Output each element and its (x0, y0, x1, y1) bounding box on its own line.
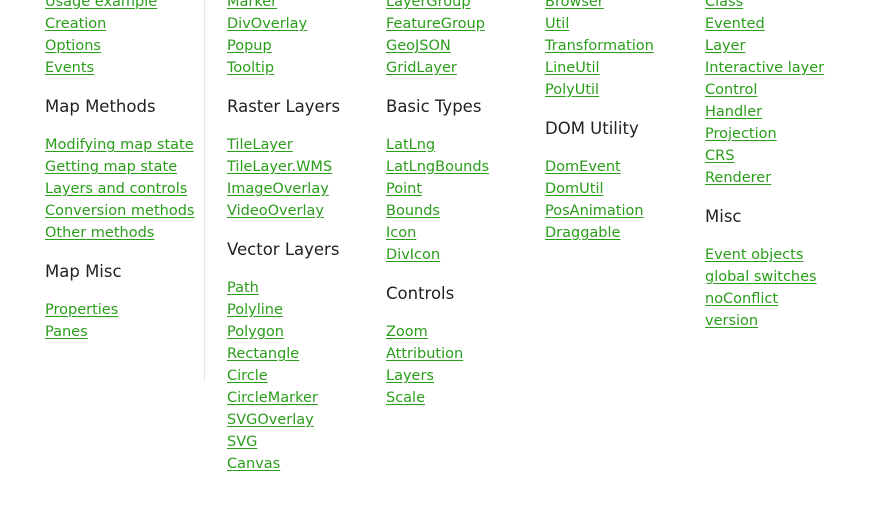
nav-link-circlemarker[interactable]: CircleMarker (227, 390, 318, 406)
nav-link-icon[interactable]: Icon (386, 225, 417, 241)
nav-link-class[interactable]: Class (705, 0, 744, 10)
nav-link-svgoverlay[interactable]: SVGOverlay (227, 412, 314, 428)
nav-link-polyutil[interactable]: PolyUtil (545, 82, 600, 98)
nav-link-latlngbounds[interactable]: LatLngBounds (386, 159, 490, 175)
nav-link-divoverlay[interactable]: DivOverlay (227, 16, 308, 32)
nav-link-panes[interactable]: Panes (45, 324, 88, 340)
nav-link-latlng[interactable]: LatLng (386, 137, 436, 153)
nav-link-tilelayer[interactable]: TileLayer (227, 137, 293, 153)
nav-link-posanimation[interactable]: PosAnimation (545, 203, 644, 219)
nav-link-handler[interactable]: Handler (705, 104, 763, 120)
nav-link-modifying-map-state[interactable]: Modifying map state (45, 137, 194, 153)
nav-link-projection[interactable]: Projection (705, 126, 777, 142)
nav-link-layers[interactable]: Layers (386, 368, 434, 384)
nav-link-getting-map-state[interactable]: Getting map state (45, 159, 178, 175)
nav-link-lineutil[interactable]: LineUtil (545, 60, 600, 76)
nav-link-gridlayer[interactable]: GridLayer (386, 60, 457, 76)
nav-link-path[interactable]: Path (227, 280, 259, 296)
section-heading-controls: Controls (386, 284, 455, 303)
nav-link-bounds[interactable]: Bounds (386, 203, 440, 219)
nav-link-scale[interactable]: Scale (386, 390, 426, 406)
nav-link-creation[interactable]: Creation (45, 16, 107, 32)
nav-link-transformation[interactable]: Transformation (545, 38, 654, 54)
nav-link-circle[interactable]: Circle (227, 368, 268, 384)
nav-link-featuregroup[interactable]: FeatureGroup (386, 16, 485, 32)
nav-link-global-switches[interactable]: global switches (705, 269, 817, 285)
nav-link-attribution[interactable]: Attribution (386, 346, 464, 362)
nav-link-other-methods[interactable]: Other methods (45, 225, 155, 241)
nav-link-options[interactable]: Options (45, 38, 101, 54)
nav-link-videooverlay[interactable]: VideoOverlay (227, 203, 324, 219)
nav-link-renderer[interactable]: Renderer (705, 170, 772, 186)
nav-link-event-objects[interactable]: Event objects (705, 247, 804, 263)
nav-link-point[interactable]: Point (386, 181, 423, 197)
section-heading-basic-types: Basic Types (386, 97, 482, 116)
nav-link-conversion-methods[interactable]: Conversion methods (45, 203, 195, 219)
nav-link-util[interactable]: Util (545, 16, 570, 32)
nav-link-properties[interactable]: Properties (45, 302, 119, 318)
nav-link-crs[interactable]: CRS (705, 148, 735, 164)
section-heading-map-methods: Map Methods (45, 97, 156, 116)
nav-link-domevent[interactable]: DomEvent (545, 159, 621, 175)
nav-link-control[interactable]: Control (705, 82, 758, 98)
nav-link-domutil[interactable]: DomUtil (545, 181, 604, 197)
section-heading-map-misc: Map Misc (45, 262, 122, 281)
nav-link-layer[interactable]: Layer (705, 38, 746, 54)
nav-link-polyline[interactable]: Polyline (227, 302, 283, 318)
nav-link-imageoverlay[interactable]: ImageOverlay (227, 181, 329, 197)
nav-link-layergroup[interactable]: LayerGroup (386, 0, 471, 10)
section-heading-vector-layers: Vector Layers (227, 240, 340, 259)
nav-link-tilelayer-wms[interactable]: TileLayer.WMS (227, 159, 333, 175)
column-divider (204, 0, 205, 382)
nav-link-tooltip[interactable]: Tooltip (227, 60, 275, 76)
nav-link-usage-example[interactable]: Usage example (45, 0, 158, 10)
nav-link-geojson[interactable]: GeoJSON (386, 38, 451, 54)
nav-link-divicon[interactable]: DivIcon (386, 247, 441, 263)
nav-link-canvas[interactable]: Canvas (227, 456, 281, 472)
nav-link-marker[interactable]: Marker (227, 0, 278, 10)
nav-link-noconflict[interactable]: noConflict (705, 291, 779, 307)
nav-link-popup[interactable]: Popup (227, 38, 272, 54)
nav-link-events[interactable]: Events (45, 60, 95, 76)
section-heading-dom-utility: DOM Utility (545, 119, 639, 138)
nav-link-rectangle[interactable]: Rectangle (227, 346, 300, 362)
nav-link-zoom[interactable]: Zoom (386, 324, 428, 340)
nav-link-svg[interactable]: SVG (227, 434, 258, 450)
nav-link-version[interactable]: version (705, 313, 759, 329)
section-heading-misc: Misc (705, 207, 742, 226)
nav-link-polygon[interactable]: Polygon (227, 324, 284, 340)
nav-link-interactive-layer[interactable]: Interactive layer (705, 60, 825, 76)
nav-link-browser[interactable]: Browser (545, 0, 604, 10)
nav-link-evented[interactable]: Evented (705, 16, 765, 32)
section-heading-raster-layers: Raster Layers (227, 97, 341, 116)
nav-link-layers-and-controls[interactable]: Layers and controls (45, 181, 188, 197)
nav-link-draggable[interactable]: Draggable (545, 225, 621, 241)
